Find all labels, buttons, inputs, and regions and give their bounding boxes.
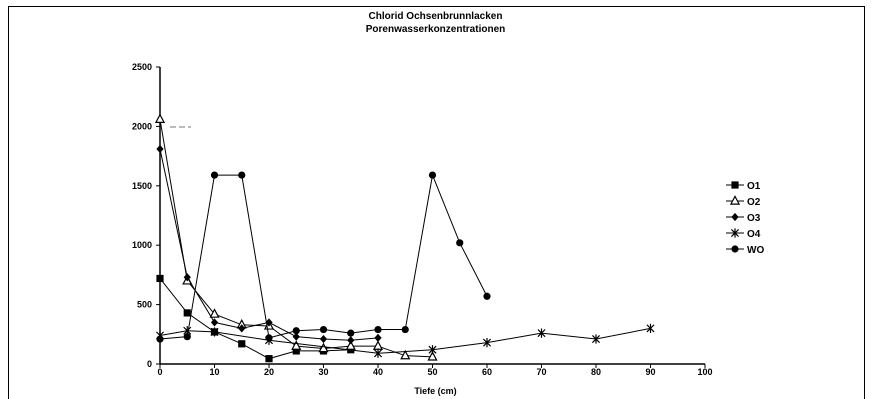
legend-item-o1: O1 <box>726 181 761 192</box>
y-tick-label: 0 <box>147 359 152 369</box>
data-point-wo <box>183 333 191 341</box>
x-tick-label: 100 <box>697 367 712 377</box>
data-point-wo <box>347 329 355 337</box>
data-point-o3 <box>292 332 300 341</box>
data-point-o1 <box>265 355 273 363</box>
series-line-o3 <box>159 148 379 341</box>
data-point-wo <box>374 325 382 334</box>
y-tick-label: 1500 <box>132 181 152 191</box>
data-point-wo <box>456 239 464 247</box>
data-point-o3 <box>319 334 328 344</box>
legend-marker-wo <box>731 245 739 253</box>
data-point-o1 <box>292 347 300 355</box>
data-point-o1 <box>156 274 164 283</box>
x-tick-label: 90 <box>645 367 655 377</box>
x-tick-label: 80 <box>591 367 601 377</box>
series-line-wo <box>159 173 488 340</box>
series-o2 <box>154 113 438 361</box>
data-point-o1 <box>238 340 246 348</box>
data-point-o2 <box>400 349 411 360</box>
data-point-o3 <box>347 336 355 345</box>
series-layer <box>154 113 655 363</box>
data-point-o2 <box>291 340 302 350</box>
data-point-o3 <box>156 144 164 154</box>
axes: 0 500 1000 1500 2000 2500 0 10 20 30 40 50 60 70 80 90 1… <box>132 62 713 396</box>
x-tick-label: 60 <box>482 367 492 377</box>
legend-marker-o1 <box>731 181 739 189</box>
data-point-wo <box>265 334 273 342</box>
data-point-o2 <box>345 340 356 350</box>
series-line-o1 <box>159 278 351 360</box>
data-point-o4 <box>373 348 383 358</box>
legend-item-o4: O4 <box>726 228 761 240</box>
data-point-o3 <box>183 273 191 282</box>
legend-marker-o4 <box>730 228 740 238</box>
data-point-o1 <box>183 309 191 317</box>
x-tick-label: 30 <box>318 367 328 377</box>
series-o4 <box>155 323 655 358</box>
y-tick-label: 1000 <box>132 240 152 250</box>
series-wo <box>156 171 491 343</box>
data-point-o2 <box>372 340 384 350</box>
chart-title: Chlorid Ochsenbrunnlacken <box>368 11 503 22</box>
data-point-o2 <box>318 342 329 353</box>
data-point-o4 <box>537 328 546 338</box>
x-tick-label: 10 <box>209 367 219 377</box>
data-point-o3 <box>374 333 382 342</box>
legend-item-o2: O2 <box>726 195 761 208</box>
legend: O1 O2 O3 O4 WO <box>726 181 764 256</box>
data-point-o4 <box>210 327 219 337</box>
data-point-wo <box>292 327 300 335</box>
x-tick-label: 50 <box>427 367 437 377</box>
chart-subtitle: Porenwasserkonzentrationen <box>365 24 506 35</box>
data-point-wo <box>401 325 409 334</box>
x-tick-label: 70 <box>536 367 546 377</box>
series-line-o4 <box>159 327 651 354</box>
x-tick-label: 20 <box>264 367 274 377</box>
data-point-o4 <box>591 334 601 344</box>
data-point-wo <box>210 171 219 179</box>
y-tick-label: 2000 <box>132 121 152 131</box>
data-point-o2 <box>209 308 220 318</box>
legend-item-wo: WO <box>726 245 764 256</box>
data-point-o4 <box>428 345 437 355</box>
y-tick-label: 500 <box>137 300 152 310</box>
series-o3 <box>156 144 382 345</box>
legend-item-o3: O3 <box>726 212 761 224</box>
legend-marker-o3 <box>731 212 739 222</box>
data-point-o3 <box>210 318 219 327</box>
data-point-o4 <box>482 338 492 348</box>
data-point-wo <box>238 171 246 179</box>
x-axis-label: Tiefe (cm) <box>414 386 456 396</box>
legend-marker-o2 <box>729 195 741 205</box>
series-line-o2 <box>159 119 433 358</box>
x-tick-label: 40 <box>373 367 383 377</box>
legend-label-o4: O4 <box>747 229 761 240</box>
legend-label-o1: O1 <box>747 181 761 192</box>
data-point-wo <box>483 292 491 300</box>
y-tick-label: 2500 <box>132 62 152 72</box>
legend-label-wo: WO <box>747 245 764 256</box>
data-point-wo <box>319 325 328 334</box>
data-point-o2 <box>154 113 166 123</box>
chart-frame <box>8 6 865 399</box>
data-point-wo <box>156 335 164 343</box>
legend-label-o2: O2 <box>747 197 761 208</box>
x-tick-label: 0 <box>157 367 162 377</box>
legend-label-o3: O3 <box>747 213 761 224</box>
data-point-o3 <box>238 324 246 333</box>
data-point-o4 <box>646 323 655 333</box>
data-point-wo <box>428 171 437 179</box>
data-point-o2 <box>427 350 438 361</box>
